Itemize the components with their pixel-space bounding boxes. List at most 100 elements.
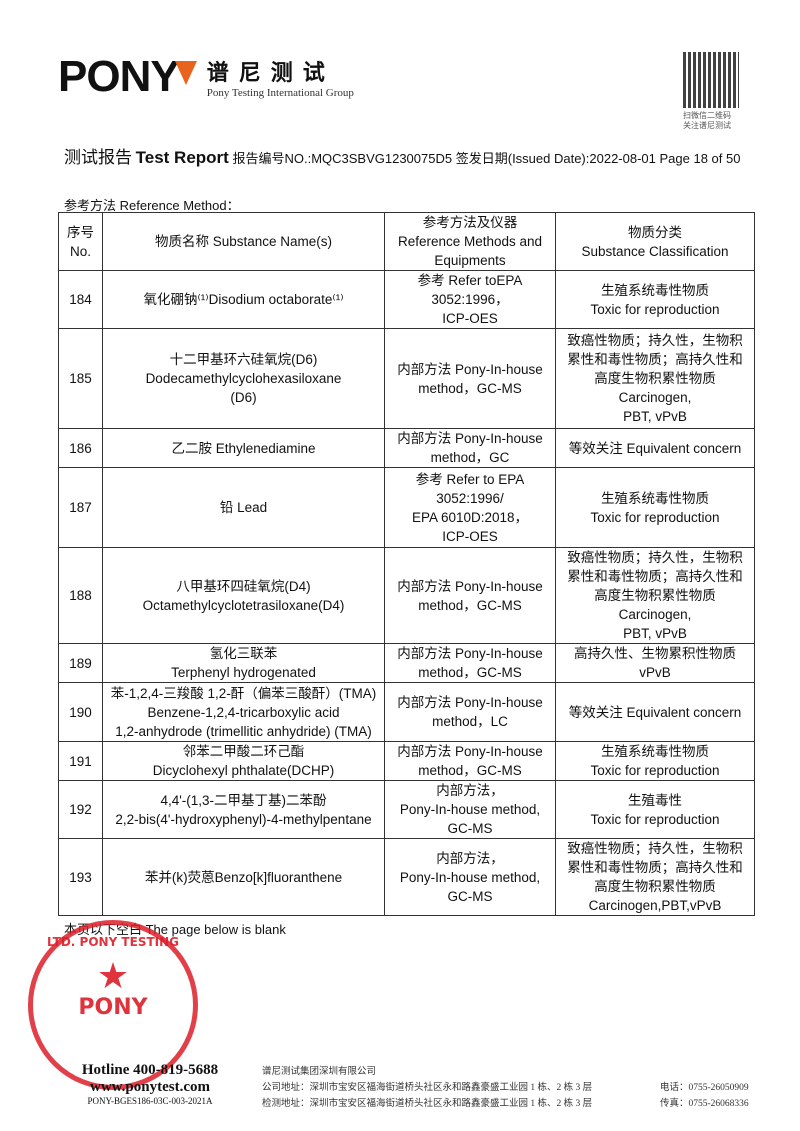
report-no-label: 报告编号NO.: [232,151,312,166]
header-name-line: 物质名称 Substance Name(s) [154,234,333,249]
logo-cn: 谱尼测试 [206,61,335,86]
substance-name-line: 1,2-anhydrode (trimellitic anhydride) (T… [115,723,372,739]
substance-name: 八甲基环四硅氧烷(D4) Octamethylcyclotetrasiloxane… [102,547,385,644]
row-no: 189 [58,643,103,683]
table-row: 187 铅 Lead 参考 Refer to EPA 3052:1996/EPA 60… [58,467,755,548]
substance-name: 铅 Lead [102,467,385,548]
reference-method: 内部方法 Pony-In-house method，GC-MS [384,741,556,781]
reference-method: 内部方法 Pony-In-house method，GC-MS [384,643,556,683]
qr-caption-line: 扫微信二维码 [683,111,731,120]
reference-method-line: 3052:1996， [431,292,509,307]
reference-method-label: 参考方法 Reference Method： [64,198,240,213]
substance-class-line: PBT, vPvB [623,409,687,424]
header-class-line: Substance Classification [581,243,729,259]
table-section: 序号 No. 物质名称 Substance Name(s) 参考方法及仪器 Refere… [58,212,755,938]
substance-class-line: Toxic for reproduction [590,763,720,778]
reference-method-line: method，GC-MS [418,665,522,680]
substance-class: 生殖系统毒性物质 Toxic for reproduction [555,270,755,329]
website-link[interactable]: www.ponytest.com [90,1079,210,1095]
substance-class: 生殖系统毒性物质 Toxic for reproduction [555,741,755,781]
reference-method-line: GC-MS [447,821,493,836]
substance-name-line: 铅 Lead [219,500,268,515]
substance-name-line: 十二甲基环六硅氧烷(D6) [169,352,318,367]
table-row: 192 4,4'-(1,3-二甲基丁基)二苯酚 2,2-bis(4'-hydroxy… [58,780,755,839]
substance-class: 生殖系统毒性物质 Toxic for reproduction [555,467,755,548]
substance-name: 氢化三联苯 Terphenyl hydrogenated [102,643,385,683]
substance-class-line: Toxic for reproduction [590,509,720,525]
header-method: 参考方法及仪器 Reference Methods and Equipments [384,212,556,271]
footer-address: 谱尼测试集团深圳有限公司 公司地址：深圳市宝安区福海街道桥头社区永和路鑫豪盛工业… [262,1064,592,1112]
substance-class-line: 等效关注 Equivalent concern [568,704,742,720]
reference-method: 内部方法， Pony-In-house method, GC-MS [384,780,556,839]
test-address: 检测地址：深圳市宝安区福海街道桥头社区永和路鑫豪盛工业园 1 栋、2 栋 3 层 [262,1099,593,1109]
row-no: 192 [58,780,103,839]
reference-method-line: 参考 Refer to EPA [415,471,525,487]
company-seal: LTD. PONY TESTING ★ PONY [28,920,198,1090]
header-name: 物质名称 Substance Name(s) [102,212,385,271]
substance-class-line: 高度生物积累性物质 [594,879,716,894]
substance-name-line: Dicyclohexyl phthalate(DCHP) [152,763,335,778]
substance-name-line: 2,2-bis(4'-hydroxyphenyl)-4-methylpentan… [115,811,372,827]
reference-method-line: 3052:1996/ [436,490,504,506]
table-row: 193 苯并(k)荧蒽Benzo[k]fluoranthene 内部方法， Pony-… [58,838,755,916]
header-no-line: No. [69,243,91,259]
substance-name-line: 氧化硼钠⁽¹⁾Disodium octaborate⁽¹⁾ [143,292,344,307]
page-number: Page 18 of 50 [659,151,741,166]
reference-method-line: method，LC [432,714,508,729]
qr-caption: 扫微信二维码 关注谱尼测试 [683,111,731,131]
header-method-line: Reference Methods and [397,234,543,249]
substance-class-line: 致癌性物质；持久性，生物积 [567,333,743,348]
reference-method: 内部方法 Pony-In-house method，GC-MS [384,328,556,429]
pony-logo: PONY 谱尼测试 Pony Testing International Gro… [58,52,354,102]
header-method-line: Equipments [434,253,506,268]
reference-method-line: EPA 6010D:2018， [411,509,529,525]
reference-method-line: method，GC-MS [418,763,522,778]
table-row: 190 苯-1,2,4-三羧酸 1,2-酐（偏苯三酸酐）(TMA) Benzene-… [58,682,755,742]
substance-name-line: Dodecamethylcyclohexasiloxane [145,371,342,386]
report-title: 测试报告 Test Report 报告编号NO.:MQC3SBVG1230075… [64,143,740,168]
row-no: 190 [58,682,103,742]
substance-class: 致癌性物质；持久性，生物积 累性和毒性物质；高持久性和 高度生物积累性物质 Carci… [555,328,755,429]
header-class: 物质分类 Substance Classification [555,212,755,271]
substance-class-line: 高度生物积累性物质 [594,588,716,603]
company-name: 谱尼测试集团深圳有限公司 [262,1067,377,1077]
reference-method-line: ICP-OES [442,311,498,326]
substance-class-line: 生殖毒性 [628,792,682,808]
substance-name-line: (D6) [230,390,257,405]
reference-method-line: method，GC [430,450,510,465]
substance-name: 苯-1,2,4-三羧酸 1,2-酐（偏苯三酸酐）(TMA) Benzene-1,2… [102,682,385,742]
company-address: 公司地址：深圳市宝安区福海街道桥头社区永和路鑫豪盛工业园 1 栋、2 栋 3 层 [262,1083,593,1093]
substance-class-line: Carcinogen, [618,607,692,622]
report-no: MQC3SBVG1230075D5 [311,151,453,166]
logo-en: Pony Testing International Group [206,87,354,99]
substance-class-line: 累性和毒性物质；高持久性和 [567,569,743,584]
substance-class: 致癌性物质；持久性，生物积 累性和毒性物质；高持久性和 高度生物积累性物质 Carci… [555,547,755,644]
table-row: 191 邻苯二甲酸二环己酯 Dicyclohexyl phthalate(DCHP)… [58,741,755,781]
reference-method-line: method，GC-MS [418,380,522,396]
header-class-line: 物质分类 [628,224,682,240]
substance-class-line: Toxic for reproduction [590,811,720,827]
table-row: 188 八甲基环四硅氧烷(D4) Octamethylcyclotetrasilox… [58,547,755,644]
substance-class-line: 累性和毒性物质；高持久性和 [567,860,743,875]
substance-class-line: Toxic for reproduction [590,301,720,317]
issued-date: 2022-08-01 [589,151,656,166]
substance-name-line: 八甲基环四硅氧烷(D4) [176,578,311,594]
reference-method-line: method，GC-MS [418,597,522,613]
reference-method-line: 参考 Refer toEPA [417,273,523,288]
table-row: 185 十二甲基环六硅氧烷(D6) Dodecamethylcyclohexasil… [58,328,755,429]
reference-method-line: 内部方法 Pony-In-house [397,695,543,710]
substance-name: 邻苯二甲酸二环己酯 Dicyclohexyl phthalate(DCHP) [102,741,385,781]
footer-contact: Hotline 400-819-5688 www.ponytest.com PO… [70,1062,230,1106]
reference-method: 内部方法， Pony-In-house method, GC-MS [384,838,556,916]
substance-name: 十二甲基环六硅氧烷(D6) Dodecamethylcyclohexasiloxa… [102,328,385,429]
header-method-line: 参考方法及仪器 [422,215,518,230]
substance-class-line: Carcinogen,PBT,vPvB [588,898,722,913]
substance-name-line: 4,4'-(1,3-二甲基丁基)二苯酚 [160,792,327,808]
row-no: 191 [58,741,103,781]
reference-method-line: Pony-In-house method, [399,802,541,817]
substance-name-line: 苯并(k)荧蒽Benzo[k]fluoranthene [144,869,343,885]
substance-class: 等效关注 Equivalent concern [555,428,755,468]
substance-class: 致癌性物质；持久性，生物积 累性和毒性物质；高持久性和 高度生物积累性物质 Carci… [555,838,755,916]
doc-code: PONY-BGES186-03C-003-2021A [87,1096,213,1106]
reference-method-line: ICP-OES [442,528,498,544]
